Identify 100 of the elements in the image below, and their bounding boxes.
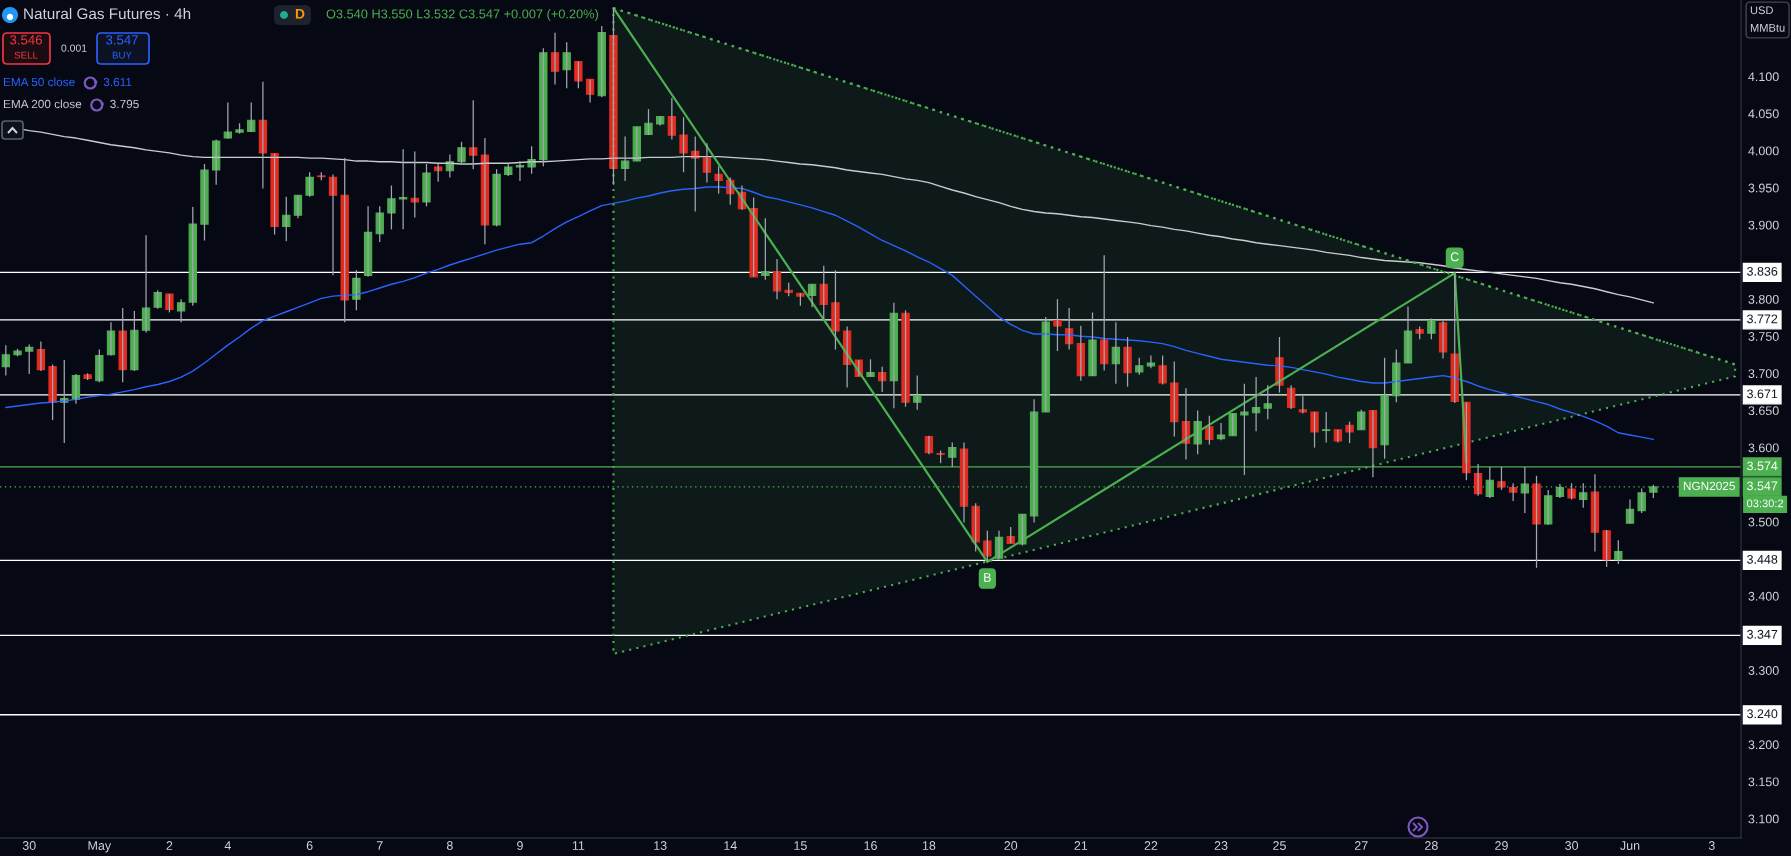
candlestick <box>819 265 828 320</box>
x-tick-label: 25 <box>1273 841 1286 850</box>
x-tick-label: Jun <box>1620 841 1640 850</box>
y-tick-label: 3.950 <box>1748 183 1779 193</box>
x-tick-label: 16 <box>864 841 877 850</box>
annotation: 3.795 <box>110 99 139 109</box>
x-tick-label: 6 <box>306 841 313 850</box>
text: EMA 50 close <box>3 77 75 87</box>
candlestick <box>1322 411 1331 444</box>
candlestick <box>48 363 57 421</box>
x-tick-label: 13 <box>654 841 667 850</box>
candlestick <box>609 7 618 186</box>
y-tick-label: 3.150 <box>1748 777 1779 787</box>
candlestick <box>749 196 758 278</box>
y-tick-label: 3.100 <box>1748 814 1779 824</box>
candlestick <box>1637 487 1646 514</box>
ref-line-label: 3.671 <box>1747 389 1778 399</box>
candlestick <box>352 269 361 311</box>
candlestick <box>983 530 992 563</box>
candlestick <box>433 161 443 183</box>
candlestick <box>761 217 770 281</box>
candlestick <box>1053 298 1062 352</box>
y-tick-label: 3.400 <box>1748 591 1779 601</box>
x-tick-label: 27 <box>1354 841 1368 850</box>
candlestick <box>1602 529 1611 568</box>
candlestick <box>165 293 174 314</box>
candlestick <box>1041 316 1050 413</box>
candlestick <box>469 99 478 170</box>
candlestick <box>270 153 279 236</box>
x-tick-label: 7 <box>376 841 383 850</box>
candlestick <box>1380 357 1389 460</box>
candlestick <box>25 343 34 375</box>
candlestick <box>375 205 384 243</box>
candlestick <box>1450 272 1459 404</box>
candlestick <box>597 25 606 98</box>
candlestick <box>515 160 525 182</box>
y-tick-label: 3.500 <box>1748 517 1779 527</box>
candlestick <box>422 163 431 207</box>
candlestick <box>130 310 139 372</box>
ref-line-label: 3.772 <box>1747 314 1778 324</box>
annotation: O3.540 H3.550 L3.532 C3.547 +0.007 (+0.20%) <box>326 9 598 21</box>
candlestick <box>200 163 209 242</box>
candlestick <box>1158 354 1167 386</box>
candlestick <box>95 348 104 383</box>
annotation: B <box>984 573 991 582</box>
y-tick-label: 3.600 <box>1748 443 1779 453</box>
y-tick-label: 3.200 <box>1748 740 1779 750</box>
candlestick <box>282 196 291 242</box>
candlestick <box>1123 336 1132 388</box>
annotation: BUY <box>112 51 132 59</box>
series-label: EMA 200 close <box>3 99 82 109</box>
ref-line-label: 3.547 <box>1747 481 1778 491</box>
annotation: NGN2025 <box>1683 481 1735 491</box>
candlestick <box>153 289 162 310</box>
x-tick-label: 29 <box>1495 841 1508 850</box>
x-tick-label: 30 <box>1565 841 1579 850</box>
chart-title: Natural Gas Futures · 4h <box>24 7 191 20</box>
annotation: D <box>295 9 305 19</box>
candlestick <box>1427 317 1436 340</box>
candlestick <box>644 108 653 136</box>
x-tick-label: 3 <box>1708 841 1715 850</box>
y-tick-label: 3.750 <box>1748 332 1779 341</box>
x-tick-label: 11 <box>572 841 585 850</box>
annotation: 0.001 <box>61 44 87 52</box>
ref-line-label: 3.240 <box>1747 709 1778 719</box>
x-tick-label: 15 <box>794 841 807 850</box>
ref-line-label: 3.448 <box>1747 554 1778 564</box>
ref-line-label: 3.836 <box>1747 266 1778 276</box>
x-tick-label: 30 <box>22 841 36 850</box>
candlestick <box>1146 354 1156 369</box>
annotation: 3.546 <box>10 35 42 45</box>
candlestick <box>574 60 583 89</box>
y-tick-label: 3.800 <box>1748 294 1779 304</box>
x-tick-label: 8 <box>446 841 453 850</box>
x-tick-label: 9 <box>517 841 523 850</box>
x-tick-label: 28 <box>1425 841 1438 850</box>
candlestick <box>1263 384 1272 420</box>
ref-line-label: 3.574 <box>1747 461 1778 471</box>
candlestick <box>1228 412 1237 437</box>
candlestick <box>1310 411 1319 449</box>
candlestick <box>1392 348 1401 403</box>
candlestick <box>118 307 127 383</box>
y-tick-label: 3.650 <box>1748 406 1779 416</box>
candlestick <box>1345 420 1354 444</box>
ref-line-label: 3.347 <box>1747 629 1778 639</box>
annotation: 3.547 <box>106 35 138 45</box>
candlestick <box>223 101 233 140</box>
x-tick-label: 21 <box>1074 841 1088 850</box>
candlestick <box>679 116 688 173</box>
candlestick <box>1357 409 1366 431</box>
y-tick-label: 4.000 <box>1748 146 1779 156</box>
candlestick <box>913 374 922 411</box>
x-tick-label: 18 <box>922 841 936 850</box>
candlestick <box>492 168 501 228</box>
candlestick <box>1170 360 1179 438</box>
annotation: SELL <box>14 51 38 59</box>
candlestick <box>1205 415 1214 446</box>
candlestick <box>1497 466 1506 491</box>
x-tick-label: 20 <box>1004 841 1018 850</box>
text: 03:30:2 <box>1746 499 1784 508</box>
